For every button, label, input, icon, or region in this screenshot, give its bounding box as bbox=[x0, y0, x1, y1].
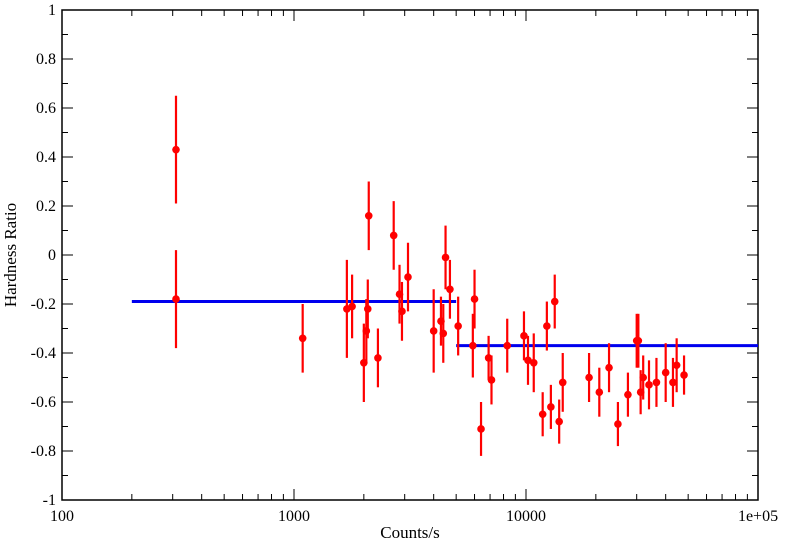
data-point bbox=[614, 420, 622, 428]
data-point bbox=[558, 378, 567, 387]
axis-tick-labels: 100 1000 10000 1e+05 -1 -0.8 -0.6 -0.4 -0.2 0 0.2 0… bbox=[31, 2, 778, 525]
x-tick-label: 100 bbox=[50, 508, 74, 525]
plot-frame bbox=[61, 9, 759, 501]
data-point bbox=[439, 329, 448, 338]
y-tick-label: -0.6 bbox=[31, 394, 56, 411]
data-point bbox=[348, 302, 356, 311]
y-tick-label: 0 bbox=[48, 247, 56, 264]
data-point bbox=[172, 145, 180, 154]
y-tick-label: -0.2 bbox=[31, 296, 56, 313]
fit-lines bbox=[131, 300, 758, 348]
data-point bbox=[172, 295, 180, 303]
data-point bbox=[543, 322, 551, 330]
data-point bbox=[669, 378, 677, 387]
data-point bbox=[624, 390, 632, 399]
data-point bbox=[661, 368, 670, 377]
data-point bbox=[487, 376, 496, 384]
data-point bbox=[454, 322, 462, 330]
data-points bbox=[172, 95, 688, 456]
data-point bbox=[389, 231, 398, 240]
data-point bbox=[639, 373, 647, 382]
data-point bbox=[429, 327, 438, 335]
x-tick-label: 1e+05 bbox=[738, 508, 778, 525]
y-tick-label: 1 bbox=[48, 2, 56, 19]
data-point bbox=[470, 295, 479, 303]
data-point bbox=[585, 373, 593, 382]
x-axis-title: Counts/s bbox=[380, 523, 440, 542]
data-point bbox=[634, 336, 643, 345]
x-tick-label: 1000 bbox=[278, 508, 310, 525]
data-point bbox=[652, 378, 661, 387]
data-point bbox=[469, 341, 477, 350]
data-point bbox=[595, 388, 604, 397]
data-point bbox=[529, 359, 538, 367]
y-tick-label: 0.2 bbox=[36, 198, 56, 215]
data-point bbox=[680, 371, 688, 379]
data-point bbox=[524, 356, 532, 365]
data-point bbox=[398, 307, 406, 316]
data-point bbox=[538, 410, 547, 419]
data-point bbox=[362, 327, 371, 335]
data-point bbox=[446, 285, 454, 294]
data-point bbox=[520, 332, 528, 340]
data-point bbox=[298, 334, 307, 343]
data-point bbox=[550, 297, 559, 306]
data-point bbox=[364, 212, 373, 220]
data-point bbox=[363, 305, 372, 313]
data-point bbox=[477, 425, 485, 433]
data-point bbox=[503, 341, 512, 350]
y-tick-label: 0.6 bbox=[36, 100, 56, 117]
y-axis-title: Hardness Ratio bbox=[1, 203, 20, 307]
x-tick-label: 10000 bbox=[506, 508, 546, 525]
data-point bbox=[547, 403, 555, 411]
data-point bbox=[374, 354, 382, 362]
y-tick-label: -1 bbox=[43, 492, 56, 509]
data-point bbox=[645, 381, 653, 389]
data-point bbox=[404, 273, 412, 281]
y-tick-label: 0.4 bbox=[36, 149, 56, 166]
y-tick-label: -0.8 bbox=[31, 443, 56, 460]
y-tick-label: -0.4 bbox=[31, 345, 56, 362]
data-point bbox=[555, 417, 563, 426]
axis-ticks bbox=[61, 9, 759, 501]
data-point bbox=[605, 363, 613, 372]
y-tick-label: 0.8 bbox=[36, 51, 56, 68]
data-point bbox=[441, 253, 450, 262]
data-point bbox=[672, 361, 681, 370]
